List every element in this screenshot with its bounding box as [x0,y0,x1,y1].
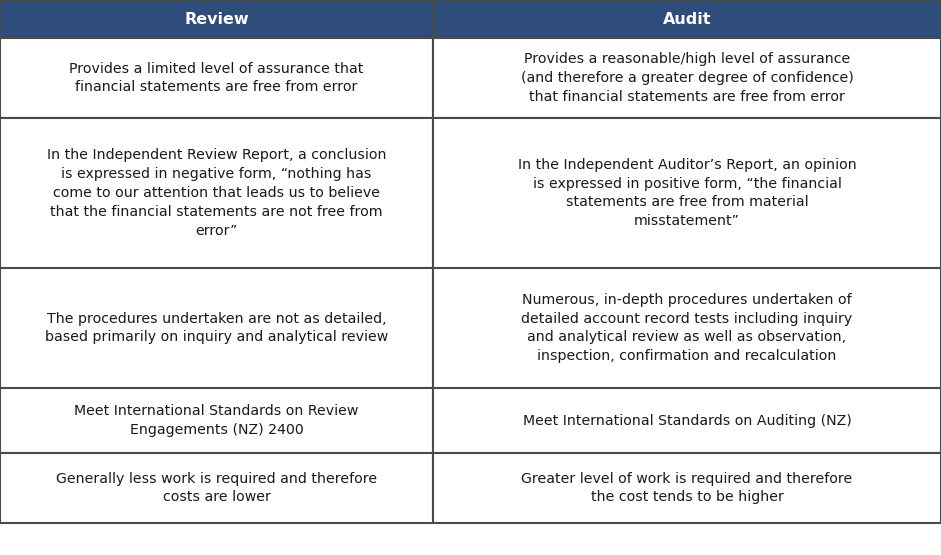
Text: Meet International Standards on Auditing (NZ): Meet International Standards on Auditing… [522,413,852,427]
Text: Greater level of work is required and therefore
the cost tends to be higher: Greater level of work is required and th… [521,472,853,504]
Bar [433,0,941,38]
Bar [0,0,433,38]
Text: Review: Review [184,12,248,27]
Bar [433,268,941,388]
Text: Provides a reasonable/high level of assurance
(and therefore a greater degree of: Provides a reasonable/high level of assu… [520,52,853,104]
Text: Meet International Standards on Review
Engagements (NZ) 2400: Meet International Standards on Review E… [74,404,359,437]
Text: Provides a limited level of assurance that
financial statements are free from er: Provides a limited level of assurance th… [70,62,363,94]
Text: Numerous, in-depth procedures undertaken of
detailed account record tests includ: Numerous, in-depth procedures undertaken… [521,292,853,364]
Text: Generally less work is required and therefore
costs are lower: Generally less work is required and ther… [56,472,377,504]
Text: Audit: Audit [662,12,711,27]
Bar [433,453,941,523]
Bar [0,453,433,523]
Text: In the Independent Auditor’s Report, an opinion
is expressed in positive form, “: In the Independent Auditor’s Report, an … [518,158,856,229]
Bar [0,388,433,453]
Text: The procedures undertaken are not as detailed,
based primarily on inquiry and an: The procedures undertaken are not as det… [45,311,388,345]
Bar [0,268,433,388]
Bar [433,118,941,268]
Text: In the Independent Review Report, a conclusion
is expressed in negative form, “n: In the Independent Review Report, a conc… [47,148,386,238]
Bar [0,38,433,118]
Bar [433,388,941,453]
Bar [0,118,433,268]
Bar [433,38,941,118]
